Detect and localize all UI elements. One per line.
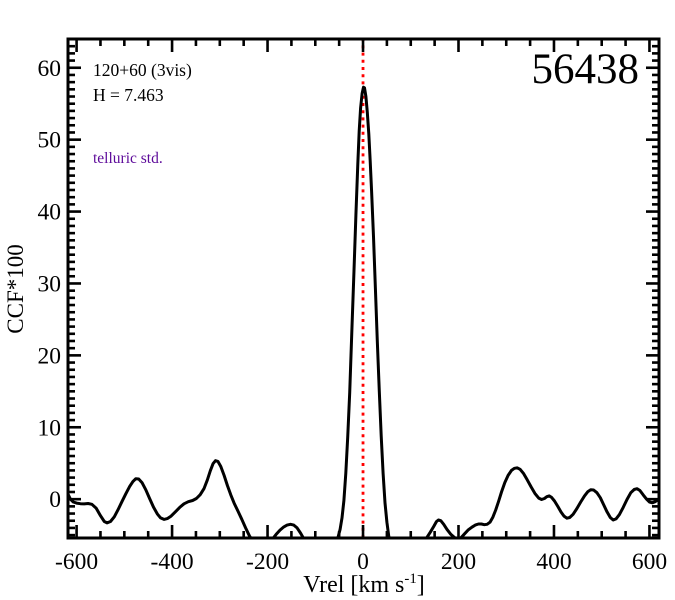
x-tick-label: 400 xyxy=(536,549,571,575)
x-tick-label: -600 xyxy=(55,549,98,575)
h-magnitude-label: H = 7.463 xyxy=(93,85,164,105)
x-tick-label: 200 xyxy=(441,549,476,575)
x-axis-label-text: Vrel [km s xyxy=(303,572,405,598)
y-tick-label: 30 xyxy=(38,271,62,297)
y-tick-label: 0 xyxy=(49,487,61,513)
y-tick-label: 40 xyxy=(38,200,62,226)
y-axis-label: CCF*100 xyxy=(3,244,28,334)
x-axis-label: Vrel [km s-1] xyxy=(303,571,425,599)
x-axis-label-superscript: -1 xyxy=(404,571,417,587)
y-tick-label: 60 xyxy=(38,56,62,82)
star-id-label: 56438 xyxy=(531,46,640,93)
y-tick-label: 50 xyxy=(38,128,62,154)
x-axis-label-suffix: ] xyxy=(416,572,425,598)
y-tick-label: 20 xyxy=(38,343,62,369)
telluric-note: telluric std. xyxy=(93,150,163,167)
y-tick-label: 10 xyxy=(38,415,62,441)
x-tick-label: -200 xyxy=(246,549,289,575)
ccf-curve xyxy=(68,85,659,538)
x-tick-label: -400 xyxy=(151,549,194,575)
x-tick-label: 0 xyxy=(357,549,369,575)
target-label: 120+60 (3vis) xyxy=(93,60,192,80)
x-tick-label: 600 xyxy=(632,549,667,575)
